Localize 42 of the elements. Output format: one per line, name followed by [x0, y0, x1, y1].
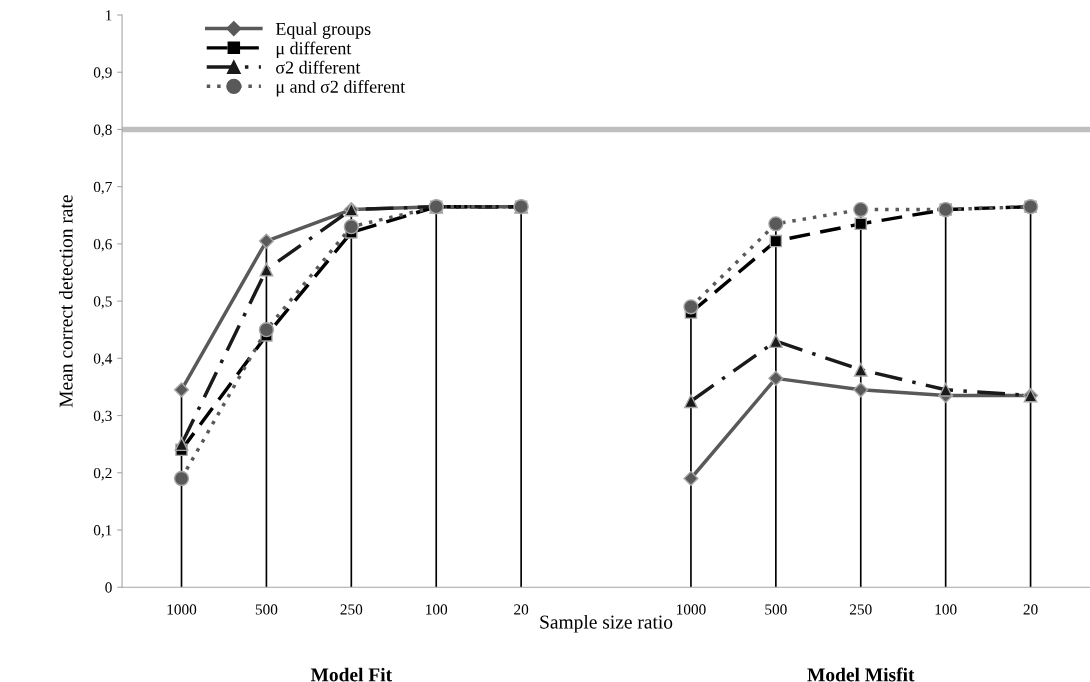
legend-label: μ different: [276, 41, 352, 59]
legend-label: σ2 different: [276, 60, 361, 74]
point: [683, 299, 699, 315]
x-axis-title: Sample size ratio: [540, 614, 673, 633]
x-tick-label: 250: [340, 604, 363, 615]
y-tick-label: 0,5: [93, 296, 112, 309]
x-tick-label: 250: [849, 604, 872, 615]
y-axis-title: Mean correct detection rate: [58, 195, 73, 408]
y-tick-label: 0,9: [93, 67, 112, 80]
y-tick-label: 0,8: [93, 124, 112, 138]
y-tick-label: 0,3: [93, 410, 112, 424]
point: [683, 470, 699, 487]
y-tick-label: 0: [105, 582, 112, 593]
point: [173, 470, 190, 487]
x-tick-label: 20: [514, 604, 529, 615]
legend-label: μ and σ2 different: [276, 79, 406, 97]
x-tick-label: 20: [1023, 604, 1038, 615]
point: [174, 437, 189, 452]
x-tick-label: 100: [935, 604, 957, 615]
x-tick-label: 500: [765, 604, 787, 615]
x-tick-label: 1000: [677, 604, 706, 615]
point: [768, 216, 784, 232]
y-tick-label: 0,7: [93, 181, 112, 195]
y-tick-label: 0,4: [93, 353, 113, 366]
point: [853, 201, 869, 218]
x-tick-label: 100: [426, 604, 448, 615]
point: [769, 234, 783, 248]
y-tick-label: 1: [106, 10, 112, 21]
y-tick-label: 0,1: [93, 525, 112, 538]
point: [258, 322, 275, 338]
text: Model Fit: [310, 667, 393, 682]
x-tick-label: 1000: [167, 604, 197, 615]
point: [259, 262, 274, 277]
point: [854, 217, 868, 231]
y-tick-label: 0,2: [93, 467, 112, 481]
point: [258, 233, 274, 249]
point: [343, 219, 359, 235]
text: Model Misfit: [807, 667, 915, 682]
legend-label: Equal groups: [275, 22, 371, 39]
x-tick-label: 500: [255, 604, 278, 615]
y-tick-label: 0,6: [93, 239, 112, 252]
point: [173, 382, 190, 398]
